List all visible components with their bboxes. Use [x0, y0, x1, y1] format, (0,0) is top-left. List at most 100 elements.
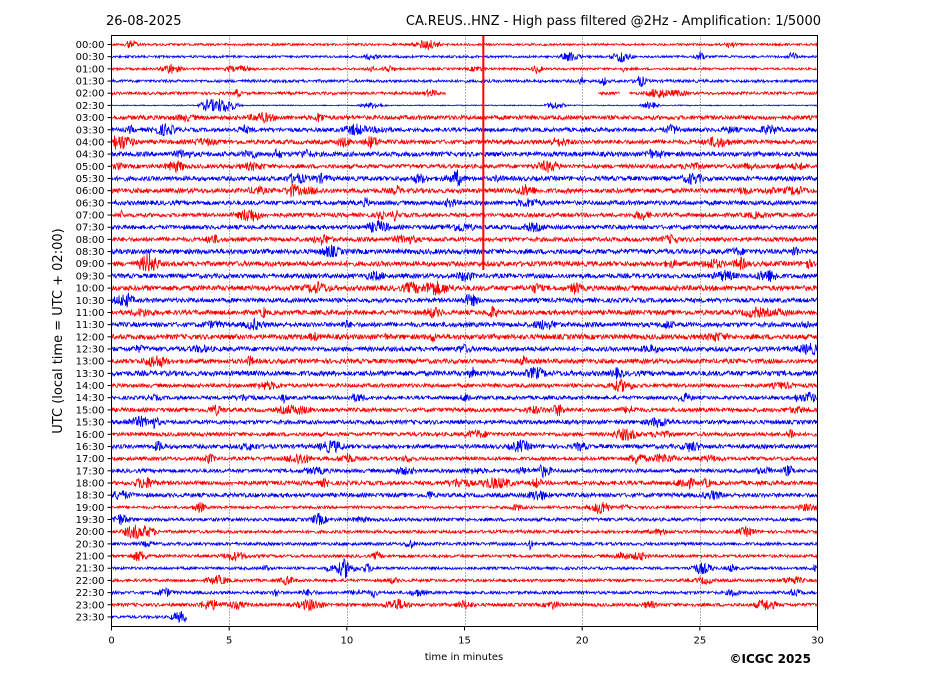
seismic-traces — [111, 39, 818, 623]
row-label: 20:30 — [76, 539, 105, 550]
chart-title: CA.REUS..HNZ - High pass filtered @2Hz -… — [406, 14, 821, 29]
x-axis-ticks: 0 5 10 15 20 25 30 — [108, 626, 824, 647]
trace-row — [111, 305, 818, 319]
row-label: 06:30 — [76, 198, 105, 209]
grid-lines — [229, 35, 701, 627]
trace-row — [111, 39, 818, 51]
trace-row — [111, 220, 818, 234]
plot-frame — [111, 35, 818, 627]
trace-row — [111, 403, 818, 417]
row-label: 00:00 — [76, 40, 105, 51]
x-tick-label: 0 — [108, 636, 114, 647]
row-label: 21:00 — [76, 552, 105, 563]
trace-row — [111, 88, 446, 99]
x-axis-label: time in minutes — [425, 652, 504, 663]
row-label: 11:30 — [76, 320, 105, 331]
trace-row — [111, 169, 818, 187]
row-label: 17:30 — [76, 466, 105, 477]
row-label: 18:30 — [76, 491, 105, 502]
row-label: 08:00 — [76, 235, 105, 246]
trace-row — [111, 610, 187, 623]
trace-row — [111, 512, 818, 526]
row-label: 12:00 — [76, 332, 105, 343]
trace-row — [111, 63, 818, 75]
row-label: 00:30 — [76, 52, 105, 63]
trace-row — [628, 88, 818, 99]
trace-row — [111, 598, 818, 612]
trace-row — [111, 501, 818, 514]
trace-row — [111, 98, 818, 112]
row-label: 02:30 — [76, 101, 105, 112]
trace-row — [111, 233, 818, 246]
trace-row — [111, 291, 818, 308]
trace-row — [111, 244, 818, 258]
trace-row — [111, 122, 818, 137]
row-label: 13:30 — [76, 369, 105, 380]
row-label: 13:00 — [76, 357, 105, 368]
trace-row — [111, 342, 818, 356]
trace-row — [111, 378, 818, 393]
row-label: 16:00 — [76, 430, 105, 441]
row-label: 07:00 — [76, 211, 105, 222]
row-label: 10:00 — [76, 284, 105, 295]
row-label: 23:30 — [76, 612, 105, 623]
row-label: 22:00 — [76, 576, 105, 587]
trace-row — [111, 135, 818, 150]
copyright-label: ©ICGC 2025 — [729, 652, 811, 666]
row-label: 09:30 — [76, 271, 105, 282]
row-label: 15:00 — [76, 405, 105, 416]
row-label: 01:30 — [76, 77, 105, 88]
row-label: 05:30 — [76, 174, 105, 185]
trace-row — [111, 539, 818, 551]
row-label: 16:30 — [76, 442, 105, 453]
row-label: 06:00 — [76, 186, 105, 197]
x-tick-label: 30 — [811, 636, 824, 647]
row-label: 15:30 — [76, 418, 105, 429]
trace-row — [111, 453, 818, 466]
trace-row — [111, 477, 818, 490]
trace-row — [111, 197, 818, 208]
row-label: 05:00 — [76, 162, 105, 173]
y-axis-label: UTC (local time = UTC + 02:00) — [51, 228, 66, 433]
row-label: 01:00 — [76, 64, 105, 75]
trace-row — [598, 91, 620, 97]
row-label: 10:30 — [76, 296, 105, 307]
row-label: 14:30 — [76, 393, 105, 404]
trace-row — [111, 51, 818, 63]
row-label: 08:30 — [76, 247, 105, 258]
row-label: 14:00 — [76, 381, 105, 392]
trace-row — [111, 558, 818, 579]
trace-row — [111, 464, 818, 479]
row-label: 04:30 — [76, 150, 105, 161]
trace-row — [111, 112, 818, 124]
trace-row — [111, 183, 818, 198]
row-label: 21:30 — [76, 564, 105, 575]
row-label: 02:00 — [76, 89, 105, 100]
row-label: 19:00 — [76, 503, 105, 514]
row-label: 03:30 — [76, 125, 105, 136]
row-label: 23:00 — [76, 600, 105, 611]
x-tick-label: 10 — [340, 636, 353, 647]
trace-row — [111, 574, 818, 586]
trace-row — [111, 355, 818, 369]
row-label: 17:00 — [76, 454, 105, 465]
trace-row — [111, 551, 818, 562]
trace-row — [111, 415, 818, 430]
row-label: 03:00 — [76, 113, 105, 124]
trace-row — [111, 280, 818, 296]
row-label: 09:00 — [76, 259, 105, 270]
trace-row — [111, 428, 818, 441]
row-label: 20:00 — [76, 527, 105, 538]
trace-row — [111, 148, 818, 159]
trace-row — [111, 209, 818, 222]
row-label: 19:30 — [76, 515, 105, 526]
x-tick-label: 25 — [693, 636, 706, 647]
x-tick-label: 15 — [458, 636, 471, 647]
x-tick-label: 5 — [226, 636, 232, 647]
row-label: 18:00 — [76, 478, 105, 489]
trace-row — [111, 391, 818, 404]
trace-row — [111, 587, 818, 599]
trace-row — [111, 252, 818, 272]
